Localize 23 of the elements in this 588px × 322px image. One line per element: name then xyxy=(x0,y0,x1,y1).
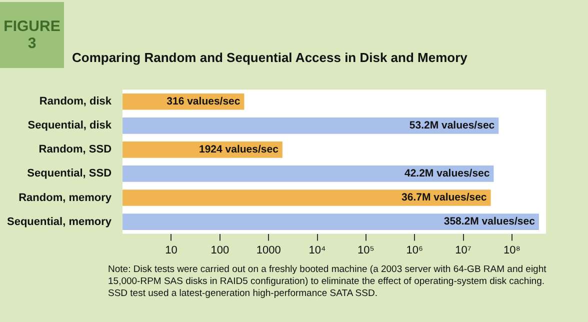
x-tick-label: 10⁷ xyxy=(455,244,472,256)
x-tick-label: 100 xyxy=(210,244,230,256)
y-tick-label: Sequential, SSD xyxy=(27,168,112,180)
x-tick-label: 10 xyxy=(165,244,178,256)
text: Note: Disk tests were carried out on a freshly booted machine (a 2003 server with 64-GB RAM and eight 15,000-RPM SAS disks in RAID5 configuration) to eliminate the effect of operating-system disk caching. SSD test used a latest-generation high-performance SATA SSD. xyxy=(108,264,548,300)
x-tick-label: 10⁸ xyxy=(504,244,520,256)
data-label: 42.2M values/sec xyxy=(404,168,490,180)
x-tick-label: 10⁴ xyxy=(308,244,326,256)
y-tick-label: Sequential, memory xyxy=(6,216,112,228)
x-tick-label: 1000 xyxy=(256,244,281,256)
y-tick-label: Sequential, disk xyxy=(28,120,112,132)
data-label: 53.2M values/sec xyxy=(409,120,495,132)
data-label: 36.7M values/sec xyxy=(402,192,487,204)
y-tick-label: Random, SSD xyxy=(38,144,112,156)
data-label: 316 values/sec xyxy=(166,96,240,108)
chart-title: Comparing Random and Sequential Access in Disk and Memory xyxy=(72,50,468,65)
data-label: 358.2M values/sec xyxy=(444,216,536,228)
y-tick-label: Random, disk xyxy=(39,96,112,108)
x-tick-label: 10⁵ xyxy=(358,244,374,256)
x-tick-label: 10⁶ xyxy=(406,244,423,256)
y-tick-label: Random, memory xyxy=(18,192,112,204)
caption: FIGURE 3 xyxy=(0,2,64,68)
data-label: 1924 values/sec xyxy=(199,144,279,156)
